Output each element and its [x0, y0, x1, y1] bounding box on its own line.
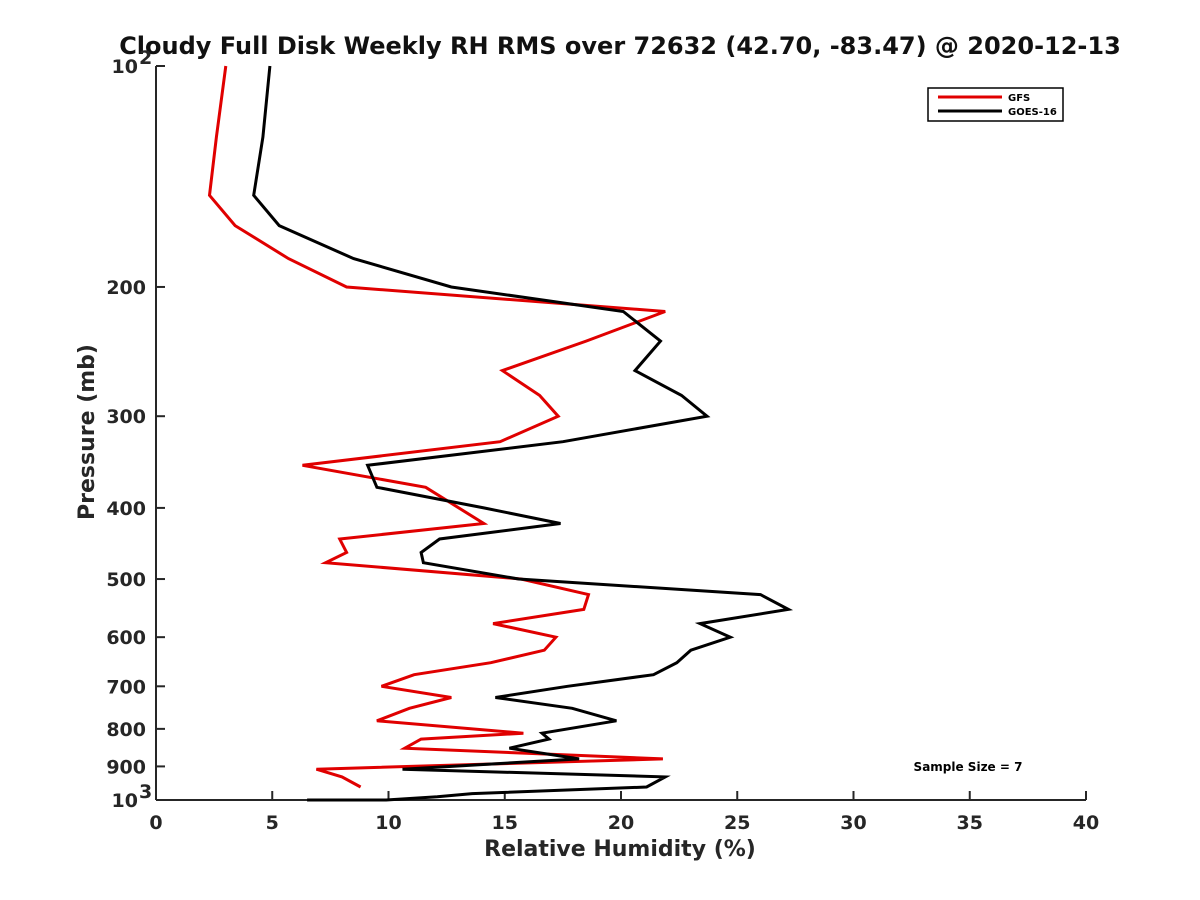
- y-tick-label: 200: [106, 277, 146, 299]
- y-tick-exponent: 2: [139, 47, 152, 69]
- sample-size-annotation: Sample Size = 7: [914, 760, 1023, 774]
- legend-box: [927, 87, 1064, 122]
- x-tick-label: 35: [957, 812, 983, 834]
- x-tick-label: 0: [149, 812, 162, 834]
- y-tick-exponent: 3: [139, 781, 152, 803]
- legend-goes16-label: GOES-16: [1008, 107, 1057, 118]
- y-tick-label: 10: [112, 56, 138, 78]
- x-axis-ticks: 0 5 10 15 20 25 30 35 40: [149, 791, 1099, 834]
- series-layer: [207, 65, 794, 802]
- y-tick-label: 600: [106, 627, 146, 649]
- x-tick-label: 15: [492, 812, 518, 834]
- series-line-goes-16: [252, 65, 794, 802]
- x-tick-label: 20: [608, 812, 634, 834]
- y-tick-label: 300: [106, 406, 146, 428]
- legend-gfs-label: GFS: [1008, 93, 1030, 104]
- chart-title: Cloudy Full Disk Weekly RH RMS over 7263…: [119, 32, 1121, 60]
- x-axis-label: Relative Humidity (%): [484, 837, 756, 862]
- x-tick-label: 5: [266, 812, 279, 834]
- x-tick-label: 10: [375, 812, 401, 834]
- y-tick-label: 800: [106, 719, 146, 741]
- y-axis-label: Pressure (mb): [75, 344, 100, 520]
- x-tick-label: 30: [840, 812, 866, 834]
- y-tick-label: 900: [106, 756, 146, 778]
- y-tick-label: 10: [112, 790, 138, 812]
- legend: GFS GOES-16: [927, 87, 1064, 122]
- y-tick-label: 700: [106, 676, 146, 698]
- y-tick-label: 500: [106, 569, 146, 591]
- y-tick-label: 400: [106, 498, 146, 520]
- x-tick-label: 25: [724, 812, 750, 834]
- x-tick-label: 40: [1073, 812, 1099, 834]
